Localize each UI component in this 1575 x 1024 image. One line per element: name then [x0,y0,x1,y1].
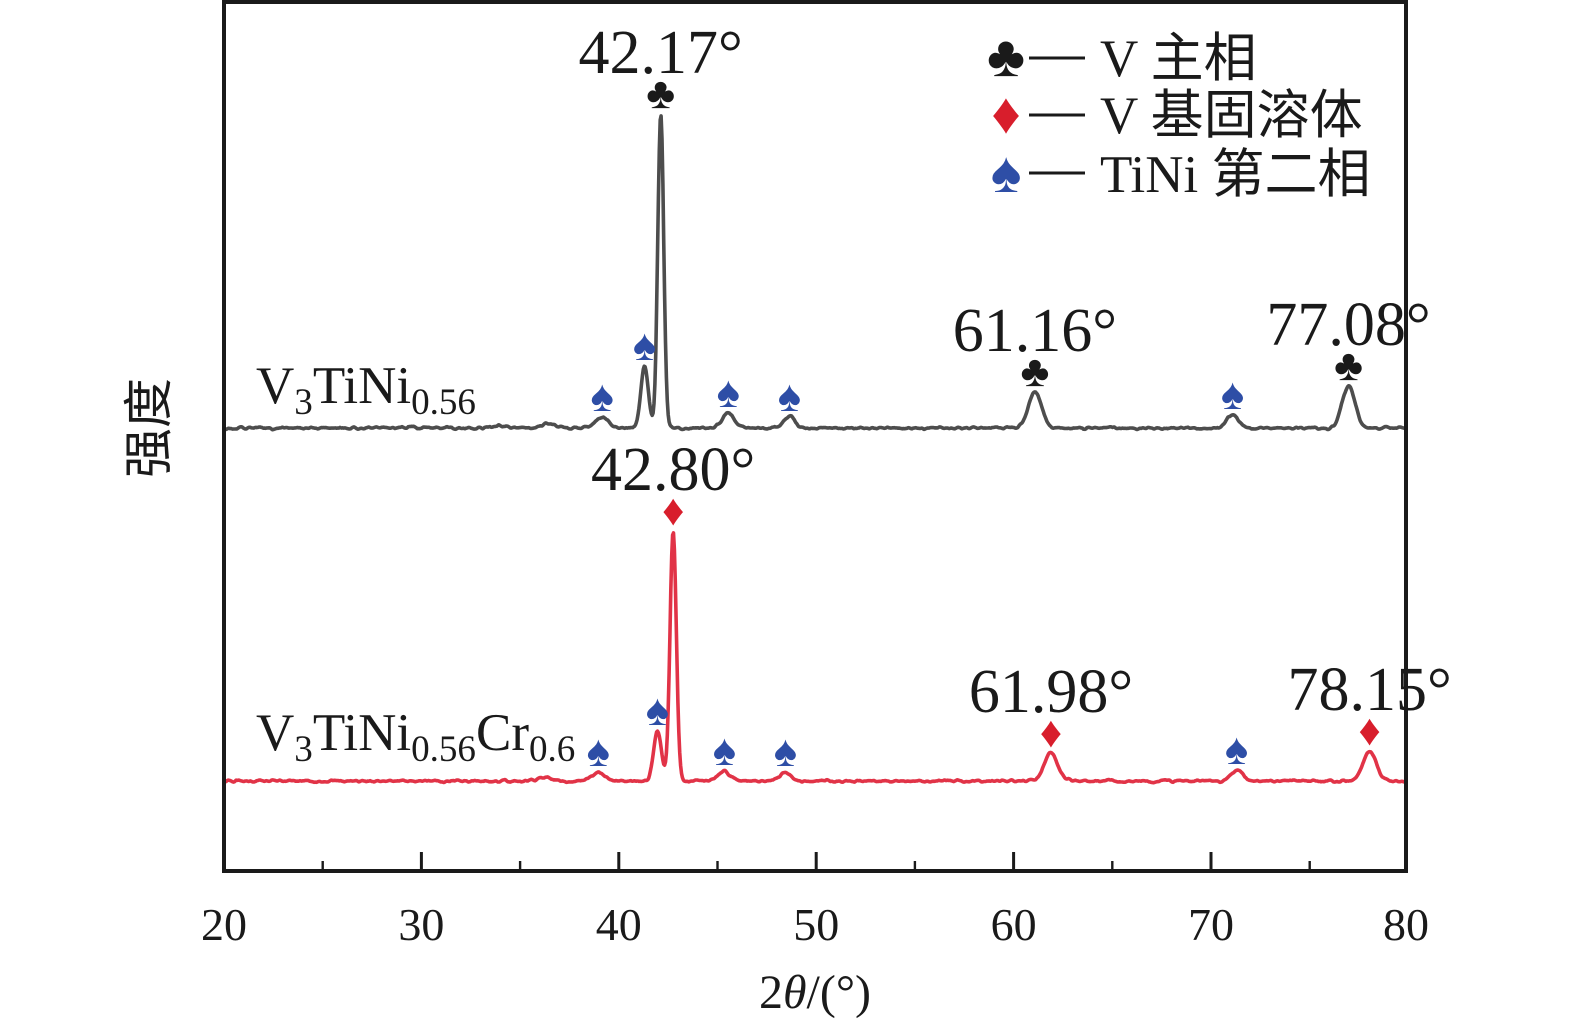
svg-text:♠: ♠ [1225,725,1248,774]
svg-text:60: 60 [991,899,1037,950]
svg-text:50: 50 [793,899,839,950]
svg-text:TiNi 第二相: TiNi 第二相 [1100,146,1371,204]
svg-text:2θ/(°): 2θ/(°) [759,966,871,1019]
svg-text:强度: 强度 [121,378,177,478]
svg-text:80: 80 [1383,899,1429,950]
svg-text:♣: ♣ [987,24,1025,89]
svg-text:♠: ♠ [713,726,736,775]
svg-text:20: 20 [201,899,247,950]
svg-text:♠: ♠ [1221,370,1244,419]
svg-text:♠: ♠ [717,368,740,417]
svg-text:78.15°: 78.15° [1287,656,1451,724]
svg-text:♠: ♠ [991,140,1022,205]
svg-text:42.80°: 42.80° [591,436,755,504]
svg-text:♠: ♠ [591,372,614,421]
svg-text:♠: ♠ [633,321,656,370]
svg-text:V 主相: V 主相 [1100,30,1257,88]
svg-text:V 基固溶体: V 基固溶体 [1100,87,1363,145]
svg-text:61.16°: 61.16° [953,297,1117,365]
svg-text:♠: ♠ [646,686,669,735]
svg-text:70: 70 [1188,899,1234,950]
svg-text:♦: ♦ [991,81,1021,146]
svg-text:30: 30 [398,899,444,950]
svg-text:40: 40 [596,899,642,950]
svg-text:♠: ♠ [774,727,797,776]
svg-text:61.98°: 61.98° [969,658,1133,726]
svg-text:42.17°: 42.17° [579,19,743,87]
svg-text:♠: ♠ [587,727,610,776]
svg-text:♠: ♠ [778,372,801,421]
svg-text:77.08°: 77.08° [1266,291,1430,359]
